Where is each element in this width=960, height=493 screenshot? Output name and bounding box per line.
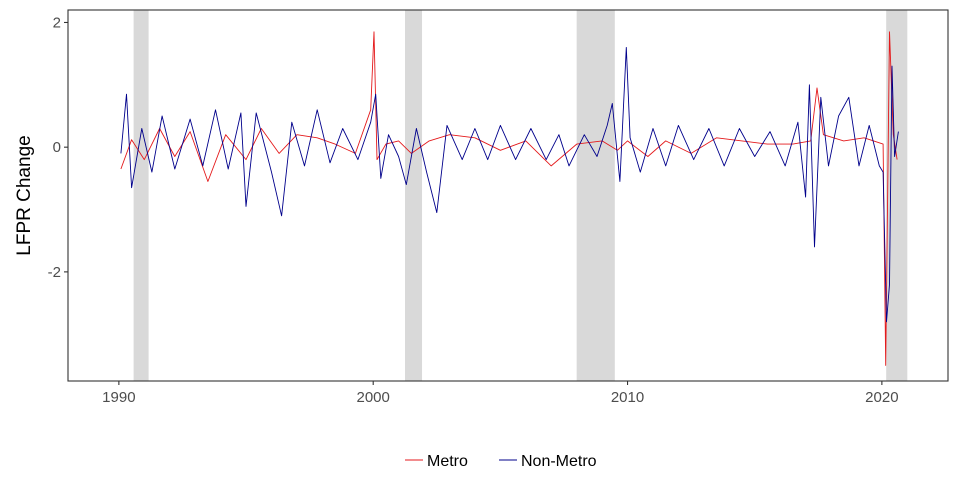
y-tick-label--2: -2 <box>48 264 61 281</box>
recession-band-3 <box>576 10 615 381</box>
y-tick-label-0: 0 <box>53 139 61 156</box>
x-tick-label-1990: 1990 <box>102 389 135 406</box>
series-lines <box>120 31 899 366</box>
series-line-metro <box>120 31 898 366</box>
series-line-non-metro <box>120 46 899 323</box>
legend-label-metro: Metro <box>427 453 468 470</box>
y-axis-title: LFPR Change <box>14 135 35 255</box>
axes: 1990 2000 2010 2020 -2 0 2 <box>48 14 899 406</box>
y-tick-label-2: 2 <box>53 14 61 31</box>
x-tick-label-2000: 2000 <box>357 389 390 406</box>
legend-label-non-metro: Non-Metro <box>521 453 597 470</box>
recession-band-1 <box>133 10 149 381</box>
recession-bands <box>133 10 908 381</box>
plot-panel-border <box>67 9 949 382</box>
x-tick-label-2010: 2010 <box>611 389 644 406</box>
legend: Metro Non-Metro <box>405 453 597 470</box>
recession-band-2 <box>404 10 423 381</box>
x-tick-label-2020: 2020 <box>865 389 898 406</box>
